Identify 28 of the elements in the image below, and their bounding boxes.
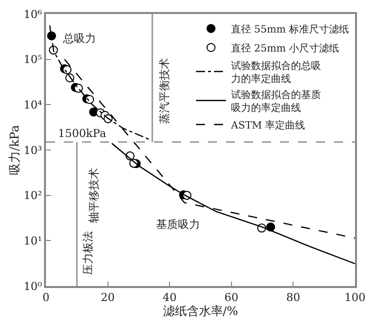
y-tick-label: 10⁰ [24, 280, 43, 293]
y-tick-label: 10² [24, 189, 42, 202]
y-tick-label: 10¹ [24, 234, 42, 248]
legend-label: 试验数据拟合的总吸力的率定曲线 [231, 60, 321, 85]
legend-label: ASTM 率定曲线 [230, 119, 306, 132]
x-tick-label: 60 [224, 290, 238, 304]
ref-line-label: 1500kPa [58, 127, 107, 140]
annotation: 基质吸力 [156, 218, 200, 231]
point [85, 95, 94, 104]
annotation: 轴平移技术 [88, 168, 101, 224]
x-tick-label: 100 [344, 290, 366, 304]
x-axis-title: 滤纸含水率/% [162, 304, 238, 318]
ref-line-label: 压力板法 [82, 231, 95, 276]
legend-label: 试验数据拟合的基质吸力的率定曲线 [231, 88, 321, 114]
x-tick-label: 0 [42, 290, 50, 304]
legend-label: 直径 25mm 小尺寸滤纸 [231, 42, 340, 54]
ref-line-label: 蒸汽平衡技术 [158, 58, 171, 124]
x-tick-label: 40 [162, 290, 177, 304]
y-tick-label: 10⁶ [24, 8, 43, 21]
x-tick-label: 80 [286, 290, 300, 304]
y-tick-label: 10⁵ [24, 53, 42, 66]
y-axis-title: 吸力/kPa [7, 124, 22, 176]
y-tick-label: 10⁴ [24, 98, 43, 112]
point [62, 65, 72, 74]
legend-label: 直径 55mm 标准尺寸滤纸 [231, 23, 350, 36]
annotation: 总吸力 [62, 32, 96, 45]
x-tick-label: 20 [100, 290, 115, 304]
y-tick-label: 10³ [24, 144, 42, 157]
